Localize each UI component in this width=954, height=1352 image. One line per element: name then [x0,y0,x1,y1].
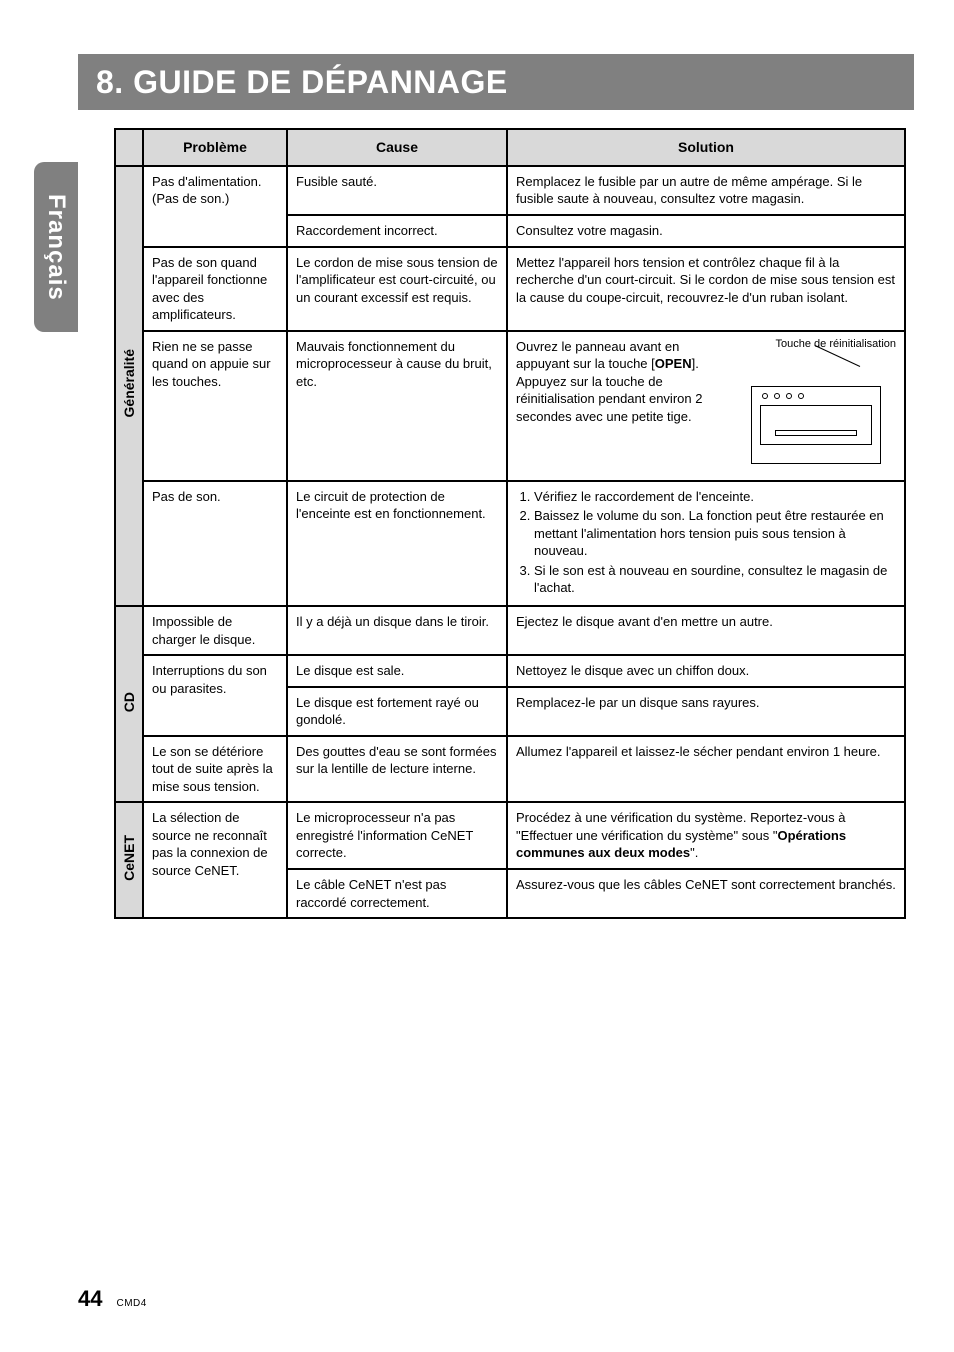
table-header-row: Problème Cause Solution [115,129,905,166]
table-row: Pas de son quand l'appareil fonctionne a… [115,247,905,331]
reset-diagram: Touche de réinitialisation [741,338,896,426]
col-problem: Problème [143,129,287,166]
col-solution: Solution [507,129,905,166]
page-number: 44 [78,1286,102,1312]
table-row: Généralité Pas d'alimentation. (Pas de s… [115,166,905,215]
solution-cell: Assurez-vous que les câbles CeNET sont c… [507,869,905,918]
cause-cell: Des gouttes d'eau se sont formées sur la… [287,736,507,803]
cause-cell: Fusible sauté. [287,166,507,215]
cause-cell: Le cordon de mise sous tension de l'ampl… [287,247,507,331]
solution-cell: Procédez à une vérification du système. … [507,802,905,869]
problem-cell: Rien ne se passe quand on appuie sur les… [143,331,287,481]
cause-cell: Le circuit de protection de l'enceinte e… [287,481,507,606]
table-row: Interruptions du son ou parasites. Le di… [115,655,905,687]
solution-cell: Remplacez le fusible par un autre de mêm… [507,166,905,215]
col-category [115,129,143,166]
section-heading: 8. GUIDE DE DÉPANNAGE [96,64,508,101]
section-heading-bar: 8. GUIDE DE DÉPANNAGE [78,54,914,110]
cause-cell: Raccordement incorrect. [287,215,507,247]
problem-cell: Le son se détériore tout de suite après … [143,736,287,803]
reset-button-label: Touche de réinitialisation [776,338,896,351]
category-general: Généralité [115,166,143,606]
cause-cell: Le câble CeNET n'est pas raccordé correc… [287,869,507,918]
solution-cell: Remplacez-le par un disque sans rayures. [507,687,905,736]
language-label: Français [42,194,70,301]
table-row: CD Impossible de charger le disque. Il y… [115,606,905,655]
table-row: Rien ne se passe quand on appuie sur les… [115,331,905,481]
cause-cell: Le disque est fortement rayé ou gondolé. [287,687,507,736]
col-cause: Cause [287,129,507,166]
problem-cell: La sélection de source ne reconnaît pas … [143,802,287,918]
problem-cell: Pas de son quand l'appareil fonctionne a… [143,247,287,331]
cause-cell: Il y a déjà un disque dans le tiroir. [287,606,507,655]
solution-list: Vérifiez le raccordement de l'enceinte. … [516,488,896,597]
troubleshooting-table-wrap: Problème Cause Solution Généralité Pas d… [114,128,906,919]
problem-cell: Pas de son. [143,481,287,606]
solution-cell: Consultez votre magasin. [507,215,905,247]
list-item: Si le son est à nouveau en sourdine, con… [534,562,896,597]
category-cd: CD [115,606,143,802]
solution-cell: Allumez l'appareil et laissez-le sécher … [507,736,905,803]
solution-text: Ouvrez le panneau avant en appuyant sur … [516,338,731,426]
model-label: CMD4 [116,1298,146,1309]
cause-cell: Le disque est sale. [287,655,507,687]
solution-cell: Nettoyez le disque avec un chiffon doux. [507,655,905,687]
list-item: Baissez le volume du son. La fonction pe… [534,507,896,560]
language-tab: Français [34,162,78,332]
solution-cell: Mettez l'appareil hors tension et contrô… [507,247,905,331]
device-icon [751,386,881,464]
page-footer: 44 CMD4 [78,1286,147,1312]
cause-cell: Le microprocesseur n'a pas enregistré l'… [287,802,507,869]
list-item: Vérifiez le raccordement de l'enceinte. [534,488,896,506]
troubleshooting-table: Problème Cause Solution Généralité Pas d… [114,128,906,919]
table-row: CeNET La sélection de source ne reconnaî… [115,802,905,869]
problem-cell: Interruptions du son ou parasites. [143,655,287,736]
solution-cell: Ejectez le disque avant d'en mettre un a… [507,606,905,655]
solution-cell: Vérifiez le raccordement de l'enceinte. … [507,481,905,606]
table-row: Le son se détériore tout de suite après … [115,736,905,803]
cause-cell: Mauvais fonctionnement du microprocesseu… [287,331,507,481]
problem-cell: Impossible de charger le disque. [143,606,287,655]
category-cenet: CeNET [115,802,143,918]
solution-cell: Ouvrez le panneau avant en appuyant sur … [507,331,905,481]
table-row: Pas de son. Le circuit de protection de … [115,481,905,606]
problem-cell: Pas d'alimentation. (Pas de son.) [143,166,287,247]
